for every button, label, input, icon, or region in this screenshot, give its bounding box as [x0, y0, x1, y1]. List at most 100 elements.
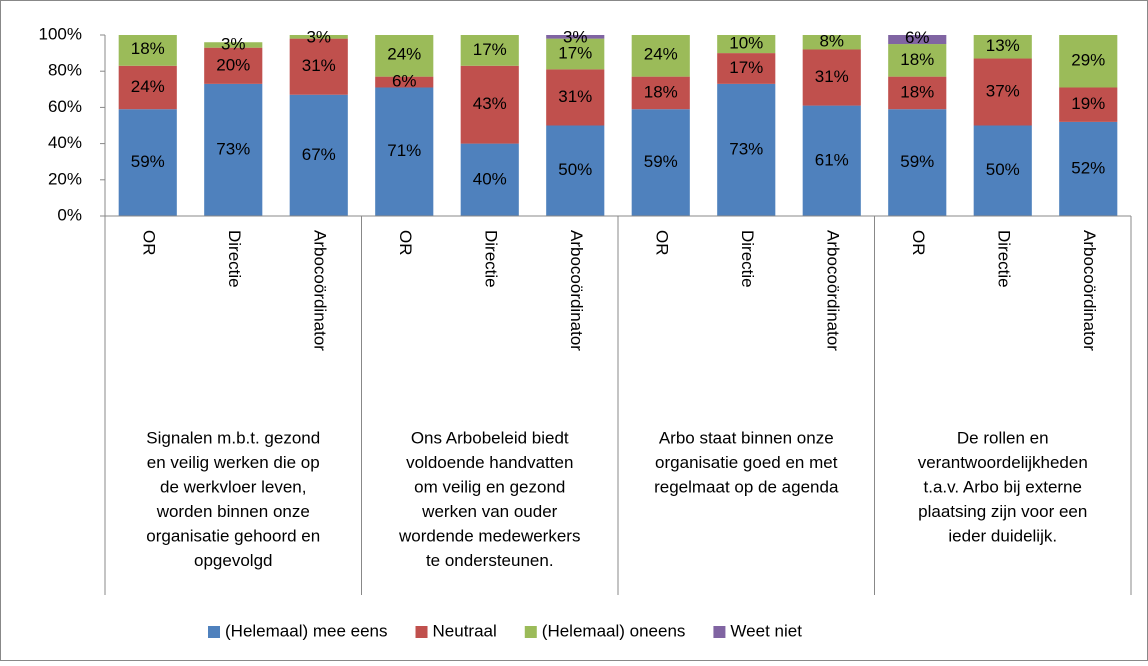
- group-label: organisatie goed en met: [655, 453, 838, 472]
- bar-segment: [460, 65, 519, 144]
- data-label: 13%: [986, 36, 1020, 55]
- bar-segment: [204, 42, 263, 48]
- legend-swatch: [415, 626, 428, 638]
- legend-label: (Helemaal) mee eens: [225, 621, 388, 640]
- group-label: de werkvloer leven,: [160, 477, 306, 496]
- bar-segment: [973, 125, 1032, 216]
- bar-segment: [1059, 87, 1118, 122]
- x-tick-label: OR: [139, 230, 158, 256]
- data-label: 71%: [387, 141, 421, 160]
- x-tick-label: Arbocoördinator: [567, 230, 586, 351]
- data-label: 50%: [986, 160, 1020, 179]
- data-label: 20%: [216, 55, 250, 74]
- bar-segment: [888, 76, 947, 110]
- group-label: worden binnen onze: [156, 502, 310, 521]
- bar-segment: [118, 65, 177, 110]
- data-label: 6%: [392, 72, 417, 91]
- data-label: 3%: [563, 27, 588, 46]
- x-tick-label: OR: [396, 230, 415, 256]
- x-tick-label: Directie: [481, 230, 500, 288]
- y-tick-label: 40%: [48, 133, 82, 152]
- data-label: 31%: [302, 56, 336, 75]
- data-label: 18%: [131, 39, 165, 58]
- data-label: 3%: [221, 34, 246, 53]
- bar-segment: [204, 47, 263, 84]
- x-tick-label: Arbocoördinator: [310, 230, 329, 351]
- data-label: 52%: [1071, 158, 1105, 177]
- group-label: te ondersteunen.: [426, 551, 554, 570]
- x-tick-label: Arbocoördinator: [1080, 230, 1099, 351]
- bar-segment: [888, 109, 947, 216]
- bar-segment: [717, 35, 776, 54]
- data-label: 6%: [905, 28, 930, 47]
- bar-segment: [1059, 35, 1118, 88]
- legend-label: (Helemaal) oneens: [542, 621, 686, 640]
- group-label: voldoende handvatten: [406, 453, 573, 472]
- data-label: 67%: [302, 145, 336, 164]
- y-tick-label: 100%: [39, 24, 82, 43]
- data-label: 24%: [644, 44, 678, 63]
- data-label: 73%: [729, 139, 763, 158]
- group-label: organisatie gehoord en: [146, 526, 320, 545]
- legend-swatch: [713, 626, 726, 638]
- data-label: 31%: [558, 87, 592, 106]
- data-label: 3%: [306, 27, 331, 46]
- bar-segment: [546, 69, 605, 126]
- data-label: 37%: [986, 81, 1020, 100]
- bar-segment: [973, 35, 1032, 59]
- bar-segment: [717, 83, 776, 216]
- bar-segment: [631, 35, 690, 77]
- bar-segment: [289, 94, 348, 216]
- data-label: 59%: [131, 152, 165, 171]
- group-label: om veilig en gezond: [414, 477, 565, 496]
- data-label: 61%: [815, 150, 849, 169]
- data-label: 17%: [473, 40, 507, 59]
- group-label: wordende medewerkers: [398, 526, 580, 545]
- x-tick-label: OR: [652, 230, 671, 256]
- group-label: regelmaat op de agenda: [654, 477, 839, 496]
- data-label: 40%: [473, 169, 507, 188]
- data-label: 31%: [815, 67, 849, 86]
- bar-segment: [546, 35, 605, 39]
- bar-segment: [888, 44, 947, 77]
- data-label: 18%: [900, 50, 934, 69]
- bar-segment: [375, 35, 434, 77]
- bar-segment: [973, 58, 1032, 126]
- data-label: 17%: [729, 58, 763, 77]
- data-label: 59%: [900, 152, 934, 171]
- data-label: 24%: [131, 77, 165, 96]
- group-label: plaatsing zijn voor een: [918, 502, 1087, 521]
- x-tick-label: Directie: [225, 230, 244, 288]
- group-label: De rollen en: [957, 428, 1049, 447]
- bar-segment: [546, 125, 605, 216]
- group-label: Arbo staat binnen onze: [659, 428, 834, 447]
- group-label: Signalen m.b.t. gezond: [146, 428, 320, 447]
- bar-segment: [460, 35, 519, 66]
- bar-segment: [118, 109, 177, 216]
- y-tick-label: 80%: [48, 61, 82, 80]
- data-label: 19%: [1071, 94, 1105, 113]
- bar-segment: [204, 83, 263, 216]
- bar-segment: [289, 35, 348, 39]
- legend-label: Weet niet: [730, 621, 802, 640]
- bar-segment: [802, 49, 861, 106]
- data-label: 8%: [819, 32, 844, 51]
- group-label: t.a.v. Arbo bij externe: [924, 477, 1082, 496]
- group-label: ieder duidelijk.: [948, 526, 1057, 545]
- data-label: 59%: [644, 152, 678, 171]
- bar-segment: [888, 35, 947, 45]
- data-label: 17%: [558, 43, 592, 62]
- bar-segment: [375, 87, 434, 216]
- bar-segment: [460, 143, 519, 216]
- bar-segment: [802, 35, 861, 50]
- y-tick-label: 60%: [48, 97, 82, 116]
- bar-segment: [802, 105, 861, 216]
- data-label: 50%: [558, 160, 592, 179]
- group-label: werken van ouder: [421, 502, 557, 521]
- group-label: opgevolgd: [194, 551, 272, 570]
- data-label: 10%: [729, 34, 763, 53]
- group-label: en veilig werken die op: [147, 453, 320, 472]
- y-tick-label: 20%: [48, 169, 82, 188]
- legend-swatch: [524, 626, 537, 638]
